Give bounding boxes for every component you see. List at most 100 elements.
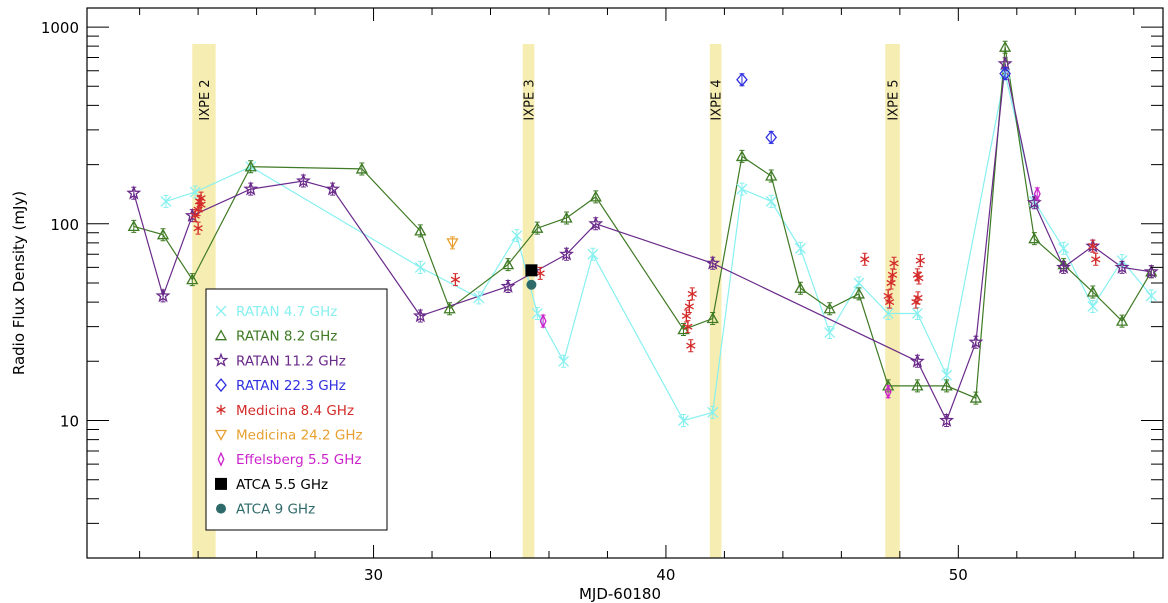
data-point xyxy=(243,181,259,196)
data-point xyxy=(765,130,778,145)
data-point xyxy=(443,302,456,316)
data-point xyxy=(911,306,923,320)
data-point xyxy=(531,306,543,320)
data-point xyxy=(446,236,459,250)
ixpe-band-label: IXPE 2 xyxy=(198,79,213,120)
legend-entry: Medicina 24.2 GHz xyxy=(214,428,363,444)
data-point xyxy=(684,299,694,313)
data-point xyxy=(531,221,544,235)
data-point xyxy=(160,194,172,208)
data-point xyxy=(355,162,368,176)
data-point xyxy=(244,160,257,174)
data-point xyxy=(194,194,205,208)
data-point xyxy=(939,412,955,427)
data-point xyxy=(155,288,171,303)
legend-label: ATCA 5.5 GHz xyxy=(236,477,328,493)
legend: RATAN 4.7 GHz RATAN 8.2 GHz RATAN 11.2 GHz… xyxy=(205,288,388,531)
data-point xyxy=(705,255,721,270)
data-point xyxy=(193,221,203,235)
data-point xyxy=(913,291,923,305)
data-point xyxy=(968,334,984,349)
data-point xyxy=(823,302,836,316)
data-point xyxy=(1056,259,1072,274)
legend-label: RATAN 22.3 GHz xyxy=(236,378,346,394)
data-point xyxy=(1115,314,1129,328)
legend-label: RATAN 11.2 GHz xyxy=(236,353,346,369)
y-tick-label: 100 xyxy=(50,216,79,234)
y-tick-label: 1000 xyxy=(41,19,79,37)
data-point xyxy=(1086,285,1099,299)
data-point xyxy=(500,278,516,293)
data-point xyxy=(683,320,693,334)
data-point xyxy=(1058,241,1070,255)
data-point xyxy=(1088,239,1098,253)
data-point xyxy=(681,309,692,323)
data-point xyxy=(414,260,426,274)
x-axis-label: MJD-60180 xyxy=(579,585,661,603)
data-point xyxy=(678,414,689,427)
data-point xyxy=(853,276,865,290)
legend-entry: ATCA 5.5 GHz xyxy=(215,477,328,493)
data-point xyxy=(884,384,892,400)
x-tick-label: 30 xyxy=(364,566,383,584)
data-point xyxy=(824,326,836,340)
data-point xyxy=(414,224,427,238)
data-point xyxy=(999,66,1011,81)
data-point xyxy=(501,258,515,272)
data-point xyxy=(589,190,602,204)
ixpe-band-label: IXPE 4 xyxy=(710,79,725,120)
data-point xyxy=(1145,289,1157,303)
legend-box xyxy=(205,288,388,531)
data-point xyxy=(686,339,696,353)
data-point xyxy=(126,185,142,200)
legend-entry: Medicina 8.4 GHz xyxy=(216,403,354,419)
data-point xyxy=(707,405,719,419)
data-point xyxy=(909,353,925,368)
legend-entry: RATAN 11.2 GHz xyxy=(213,352,346,369)
data-point xyxy=(186,273,199,287)
data-point xyxy=(887,268,898,282)
data-point xyxy=(189,185,201,199)
data-point xyxy=(1033,186,1041,202)
data-point xyxy=(1091,252,1101,266)
data-point xyxy=(559,246,574,261)
data-point xyxy=(765,169,778,183)
legend-entry: RATAN 22.3 GHz xyxy=(215,378,346,394)
data-point xyxy=(794,241,806,255)
data-point xyxy=(940,379,953,393)
data-point xyxy=(560,211,573,225)
data-point xyxy=(915,254,925,268)
ixpe-band-label: IXPE 3 xyxy=(523,79,538,120)
data-point xyxy=(735,149,749,163)
data-point xyxy=(412,308,428,323)
data-point xyxy=(588,215,604,231)
ixpe-band-label: IXPE 5 xyxy=(887,79,902,120)
series-line xyxy=(133,47,1152,399)
data-point xyxy=(884,295,895,309)
legend-label: Effelsberg 5.5 GHz xyxy=(236,452,361,468)
data-point xyxy=(295,173,311,188)
legend-entry: RATAN 4.7 GHz xyxy=(215,304,337,320)
data-point xyxy=(525,264,538,277)
legend-entry: RATAN 8.2 GHz xyxy=(214,329,337,345)
data-point xyxy=(1087,299,1099,313)
data-point xyxy=(450,273,461,287)
ixpe-band xyxy=(522,44,535,558)
data-point xyxy=(999,40,1012,54)
legend-label: Medicina 24.2 GHz xyxy=(236,428,363,444)
data-point xyxy=(587,247,599,261)
data-point xyxy=(911,379,924,393)
data-point xyxy=(889,256,899,270)
data-point xyxy=(325,181,341,196)
data-point xyxy=(1028,232,1041,246)
data-point xyxy=(852,287,866,301)
axes: 30 40 50 10 100 1000 MJD-60180 Radio Flux Densi… xyxy=(10,7,1164,603)
x-tick-label: 40 xyxy=(656,566,675,584)
data-point xyxy=(677,323,690,337)
y-tick-label: 10 xyxy=(60,413,79,431)
legend-entry: Effelsberg 5.5 GHz xyxy=(217,451,361,468)
legend-label: Medicina 8.4 GHz xyxy=(236,403,354,419)
y-axis-label: Radio Flux Density (mJy) xyxy=(10,191,28,375)
data-point xyxy=(794,281,807,295)
data-point xyxy=(860,252,870,266)
